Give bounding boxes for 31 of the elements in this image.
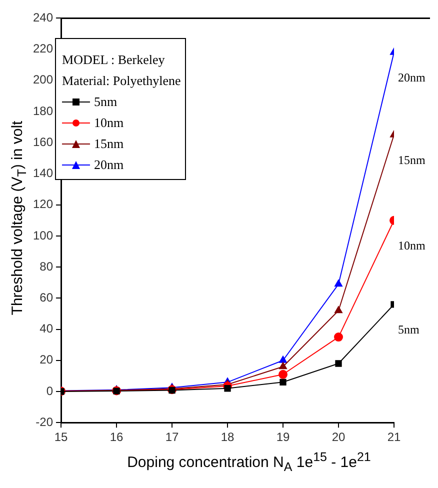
x-tick-label: 20 (332, 430, 346, 444)
x-tick-label: 15 (54, 430, 68, 444)
y-tick-label: 20 (40, 352, 54, 367)
y-tick-label: 60 (40, 290, 54, 304)
legend-label: 20nm (94, 156, 124, 174)
x-tick-label: 19 (276, 430, 290, 444)
y-tick-label: 240 (32, 10, 54, 25)
y-tick-label: 220 (32, 42, 54, 56)
text: 10nm (398, 238, 426, 253)
legend-label: 5nm (94, 93, 118, 112)
text: 5nm (398, 322, 420, 337)
x-tick-label: 21 (387, 430, 401, 444)
legend-label: 15nm (94, 135, 124, 154)
text: 20nm (398, 70, 426, 85)
y-tick-label: 40 (40, 322, 54, 336)
legend-title: MODEL : Berkeley Material: Polyethylene (62, 51, 181, 90)
x-axis-title: Doping concentration N$_{A}$ 1e$^{15}$ - 1e$^{21}$ (126, 450, 372, 474)
x-tick-label: 16 (110, 430, 124, 444)
y-tick-label: 100 (32, 228, 54, 242)
y-tick-label: 80 (40, 259, 54, 274)
y-tick-label: 120 (32, 197, 54, 212)
y-tick-label: 140 (32, 166, 54, 180)
text: 15nm (398, 153, 426, 168)
y-tick-label: 0 (46, 384, 54, 398)
y-tick-label: -20 (36, 414, 54, 429)
y-tick-label: 180 (32, 104, 54, 118)
y-tick-label: 160 (32, 134, 54, 149)
legend-label: 10nm (94, 114, 124, 132)
y-tick-label: 200 (32, 72, 54, 87)
x-tick-label: 17 (165, 430, 180, 444)
x-tick-label: 18 (220, 430, 235, 444)
